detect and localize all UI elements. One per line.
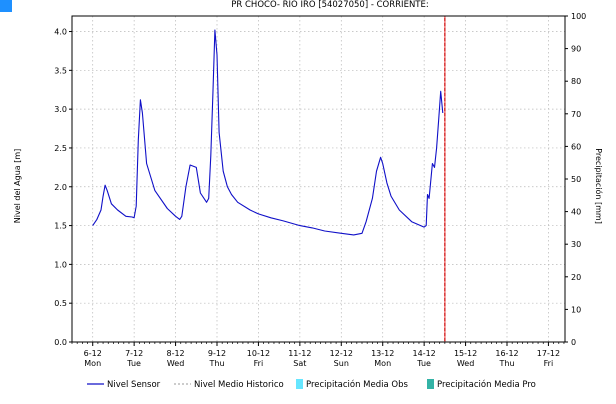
y2-tick-label: 30 <box>571 240 581 249</box>
x-tick-label-day: Fri <box>254 359 264 368</box>
series-layer <box>92 29 444 236</box>
x-tick-label-date: 11-12 <box>288 349 311 358</box>
x-tick-label-day: Mon <box>84 359 101 368</box>
x-tick-label-day: Sun <box>334 359 349 368</box>
x-tick-label-day: Mon <box>374 359 391 368</box>
x-tick-label-day: Tue <box>126 359 141 368</box>
legend-nivel-sensor-label: Nivel Sensor <box>107 380 161 390</box>
x-tick-label-day: Thu <box>208 359 224 368</box>
x-tick-label-date: 8-12 <box>166 349 184 358</box>
y-tick-label: 3.5 <box>54 66 67 75</box>
y-axis-label: Nivel del Agua [m] <box>13 149 22 224</box>
x-tick-label-date: 14-12 <box>413 349 436 358</box>
y2-tick-label: 100 <box>571 12 586 21</box>
y-tick-label: 2.5 <box>54 144 67 153</box>
legend-nivel-historico-label: Nivel Medio Historico <box>194 380 284 390</box>
y2-axis-label: Precipitación [mm] <box>594 148 604 224</box>
legend-precip-pro-swatch <box>427 379 434 389</box>
y2-tick-label: 60 <box>571 142 581 151</box>
x-tick-label-date: 16-12 <box>495 349 518 358</box>
y-axis-left: 0.0 0.5 1.0 1.5 2.0 2.5 3.0 3.5 4.0 <box>54 28 72 347</box>
y2-tick-label: 50 <box>571 175 581 184</box>
y-tick-label: 0.5 <box>54 299 67 308</box>
legend: Nivel Sensor Nivel Medio Historico Preci… <box>87 379 536 390</box>
y-tick-label: 4.0 <box>54 28 67 37</box>
y2-tick-label: 20 <box>571 273 581 282</box>
plot-frame <box>71 15 566 343</box>
y2-tick-label: 10 <box>571 305 581 314</box>
corner-tab <box>0 0 12 12</box>
legend-precip-pro-label: Precipitación Media Pro <box>437 379 536 390</box>
y-axis-right: 0 10 20 30 40 50 60 70 80 90 100 <box>565 12 586 347</box>
x-tick-label-day: Fri <box>544 359 554 368</box>
y2-tick-label: 70 <box>571 110 581 119</box>
y-tick-label: 1.0 <box>54 260 67 269</box>
x-tick-label-date: 17-12 <box>537 349 560 358</box>
series-line-nivel-sensor <box>92 29 444 236</box>
x-tick-label-date: 10-12 <box>247 349 270 358</box>
y2-tick-label: 80 <box>571 77 581 86</box>
x-tick-label-date: 6-12 <box>84 349 102 358</box>
x-tick-label-day: Sat <box>293 359 306 368</box>
x-tick-label-date: 13-12 <box>371 349 394 358</box>
x-axis: 6-12Mon7-12Tue8-12Wed9-12Thu10-12Fri11-1… <box>71 342 565 368</box>
y-tick-label: 0.0 <box>54 338 67 347</box>
x-tick-label-day: Tue <box>416 359 431 368</box>
x-tick-label-date: 15-12 <box>454 349 477 358</box>
x-tick-label-day: Thu <box>498 359 514 368</box>
legend-precip-obs-label: Precipitación Media Obs <box>306 379 408 390</box>
chart-title: PR CHOCO- RIO IRO [54027050] - CORRIENTE… <box>231 0 428 10</box>
y2-tick-label: 90 <box>571 45 581 54</box>
x-tick-label-date: 7-12 <box>125 349 143 358</box>
x-tick-label-day: Wed <box>167 359 184 368</box>
y-tick-label: 3.0 <box>54 105 67 114</box>
y2-tick-label: 0 <box>571 338 576 347</box>
x-tick-label-day: Wed <box>457 359 474 368</box>
legend-precip-obs-swatch <box>296 379 303 389</box>
x-tick-label-date: 12-12 <box>330 349 353 358</box>
x-tick-label-date: 9-12 <box>208 349 226 358</box>
y-tick-label: 2.0 <box>54 183 67 192</box>
y-tick-label: 1.5 <box>54 222 67 231</box>
y2-tick-label: 40 <box>571 208 581 217</box>
grid <box>72 16 565 342</box>
